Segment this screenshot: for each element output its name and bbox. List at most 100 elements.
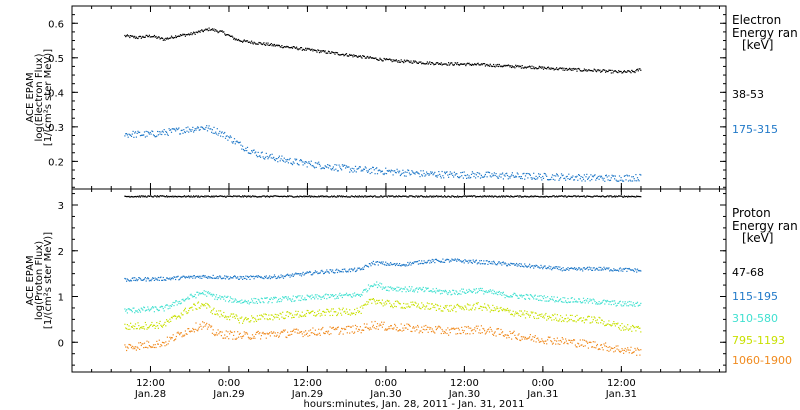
- data-point: [569, 268, 571, 270]
- data-point: [360, 196, 362, 198]
- data-point: [416, 171, 418, 173]
- data-point: [333, 328, 335, 330]
- data-point: [502, 66, 504, 68]
- data-point: [309, 271, 312, 273]
- data-point: [176, 196, 178, 198]
- data-point: [325, 331, 327, 333]
- data-point: [499, 263, 501, 265]
- data-point: [519, 263, 521, 265]
- data-point: [421, 63, 423, 65]
- data-point: [320, 313, 322, 315]
- data-point: [638, 304, 640, 306]
- data-point: [465, 306, 467, 308]
- data-point: [228, 338, 230, 340]
- data-point: [212, 274, 214, 276]
- data-point: [320, 51, 322, 53]
- data-point: [354, 292, 356, 294]
- data-point: [533, 265, 536, 267]
- data-point: [306, 332, 308, 334]
- data-point: [558, 195, 560, 197]
- data-point: [257, 298, 259, 300]
- data-point: [158, 309, 160, 311]
- y-axis-label-line: [1/(cm²s ster MeV)]: [43, 49, 54, 146]
- data-point: [444, 289, 446, 291]
- data-point: [574, 195, 576, 197]
- data-point: [556, 314, 558, 316]
- data-point: [590, 300, 592, 302]
- data-point: [365, 264, 367, 267]
- data-point: [124, 34, 126, 37]
- data-point: [519, 310, 521, 312]
- data-point: [258, 196, 260, 198]
- data-point: [580, 317, 582, 319]
- data-point: [182, 196, 184, 198]
- data-point: [231, 313, 233, 315]
- data-point: [479, 307, 481, 309]
- data-point: [396, 300, 398, 302]
- data-point: [264, 313, 267, 315]
- data-point: [354, 270, 357, 273]
- data-point: [573, 267, 576, 269]
- data-point: [302, 48, 304, 50]
- data-point: [169, 318, 171, 320]
- data-point: [139, 35, 142, 37]
- data-point: [458, 305, 460, 307]
- data-point: [593, 346, 595, 349]
- data-point: [636, 301, 639, 303]
- data-point: [128, 325, 130, 327]
- data-point: [346, 294, 348, 296]
- data-point: [441, 328, 443, 331]
- data-point: [372, 324, 374, 326]
- data-point: [435, 258, 437, 260]
- data-point: [638, 327, 640, 329]
- data-point: [576, 175, 578, 177]
- data-point: [557, 196, 559, 198]
- data-point: [611, 347, 613, 350]
- data-point: [453, 259, 455, 261]
- data-point: [609, 69, 612, 71]
- data-point: [281, 155, 283, 157]
- data-point: [385, 328, 387, 330]
- data-point: [358, 294, 360, 296]
- data-point: [393, 60, 395, 62]
- data-point: [276, 195, 278, 197]
- data-point: [185, 333, 187, 335]
- data-point: [385, 301, 387, 303]
- data-point: [440, 290, 442, 292]
- data-point: [431, 258, 433, 261]
- data-point: [481, 309, 483, 311]
- data-point: [220, 310, 222, 312]
- data-point: [222, 337, 224, 339]
- data-point: [184, 309, 186, 311]
- data-point: [420, 61, 422, 63]
- data-point: [492, 65, 494, 67]
- data-point: [448, 196, 451, 198]
- data-point: [421, 62, 424, 64]
- data-point: [190, 330, 192, 332]
- data-point: [304, 196, 306, 198]
- data-point: [411, 304, 413, 306]
- data-point: [251, 42, 254, 44]
- data-point: [584, 268, 586, 270]
- data-point: [208, 293, 210, 295]
- data-point: [427, 260, 429, 262]
- data-point: [322, 50, 324, 52]
- data-point: [632, 196, 634, 198]
- data-point: [588, 69, 590, 71]
- data-point: [616, 304, 618, 306]
- data-point: [462, 195, 464, 197]
- data-point: [316, 196, 318, 198]
- data-point: [517, 334, 519, 336]
- data-point: [568, 320, 570, 322]
- data-point: [506, 295, 509, 297]
- data-point: [247, 318, 249, 320]
- data-point: [215, 296, 217, 298]
- data-point: [550, 196, 552, 198]
- data-point: [491, 309, 493, 311]
- data-point: [413, 196, 415, 198]
- data-point: [412, 290, 414, 292]
- data-point: [431, 303, 433, 305]
- data-point: [322, 195, 324, 197]
- data-point: [140, 344, 142, 347]
- data-point: [590, 174, 592, 176]
